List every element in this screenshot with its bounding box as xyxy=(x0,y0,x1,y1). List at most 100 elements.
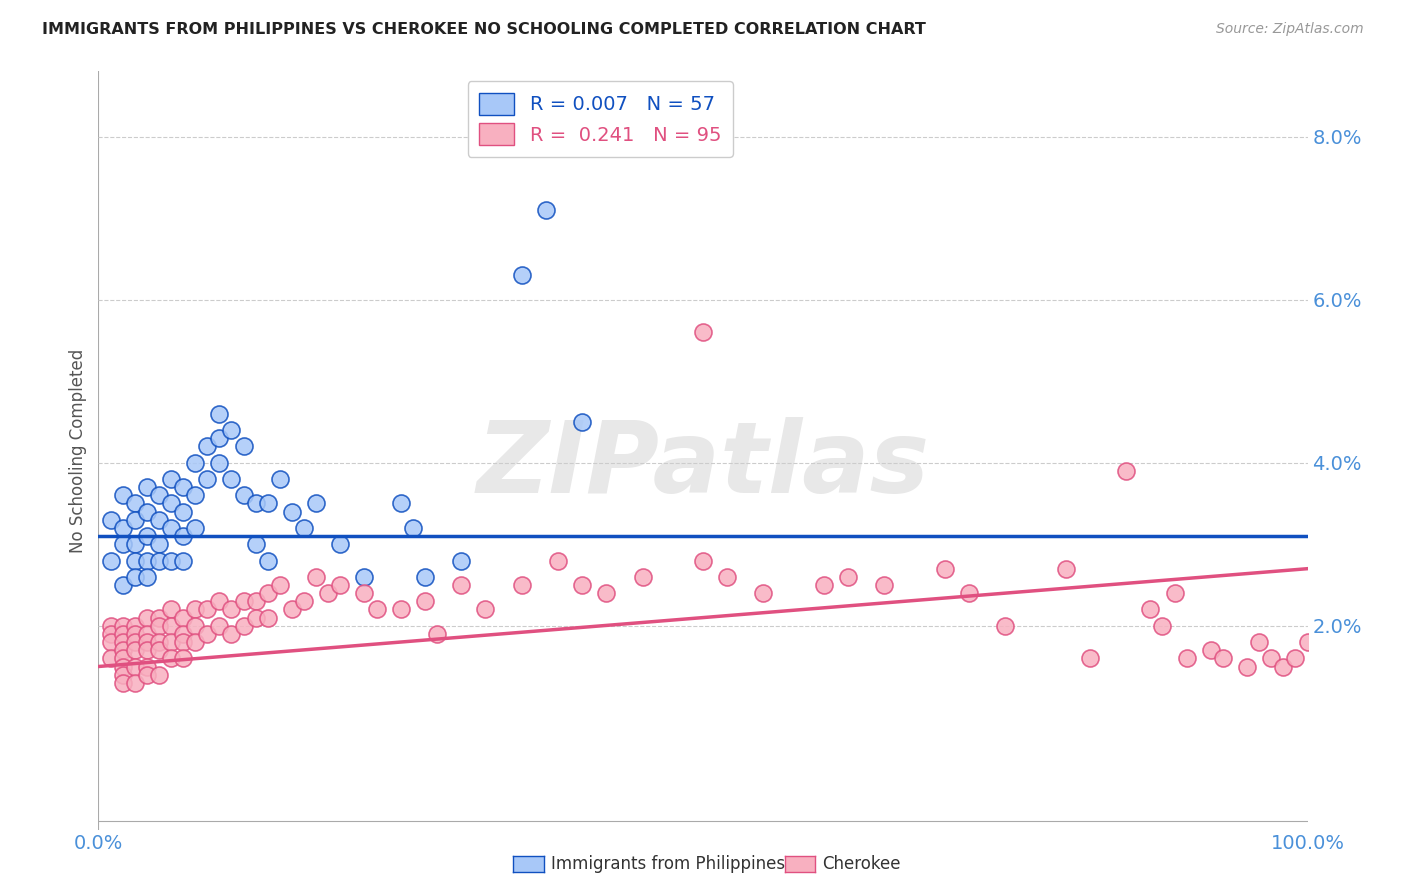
Point xyxy=(232,488,254,502)
Point xyxy=(111,635,134,649)
Point xyxy=(124,619,146,633)
Point xyxy=(1272,659,1295,673)
Point xyxy=(269,472,291,486)
Point xyxy=(474,602,496,616)
Point xyxy=(148,667,170,681)
Point xyxy=(450,553,472,567)
Point xyxy=(135,505,157,519)
Point xyxy=(124,570,146,584)
Point xyxy=(100,635,122,649)
Point xyxy=(148,553,170,567)
Point xyxy=(148,619,170,633)
Point xyxy=(160,496,183,510)
Point xyxy=(208,431,231,445)
Point xyxy=(221,423,243,437)
Point xyxy=(994,619,1017,633)
Point xyxy=(195,627,218,641)
Point xyxy=(111,521,134,535)
Point xyxy=(148,537,170,551)
Point xyxy=(208,456,231,470)
Y-axis label: No Schooling Completed: No Schooling Completed xyxy=(69,349,87,552)
Point xyxy=(353,570,375,584)
Point xyxy=(135,635,157,649)
Point xyxy=(135,529,157,543)
Point xyxy=(353,586,375,600)
Point xyxy=(245,496,267,510)
Point xyxy=(256,553,278,567)
Point xyxy=(232,619,254,633)
Point xyxy=(124,537,146,551)
Point xyxy=(184,619,207,633)
Point xyxy=(256,610,278,624)
Point xyxy=(148,643,170,657)
Point xyxy=(208,407,231,421)
Point xyxy=(1236,659,1258,673)
Point xyxy=(135,553,157,567)
Point xyxy=(571,415,593,429)
Point xyxy=(124,553,146,567)
Point xyxy=(305,496,328,510)
Point xyxy=(221,602,243,616)
Point xyxy=(135,480,157,494)
Point xyxy=(160,521,183,535)
Point xyxy=(1199,643,1222,657)
Point xyxy=(172,529,194,543)
Point xyxy=(111,578,134,592)
Point xyxy=(256,586,278,600)
Point xyxy=(111,667,134,681)
Point xyxy=(184,521,207,535)
Point xyxy=(111,488,134,502)
Point xyxy=(281,505,304,519)
Point xyxy=(195,472,218,486)
Point xyxy=(135,659,157,673)
Point xyxy=(269,578,291,592)
Point xyxy=(172,610,194,624)
Point xyxy=(1212,651,1234,665)
Point xyxy=(100,651,122,665)
Point xyxy=(124,635,146,649)
Point xyxy=(172,635,194,649)
Point xyxy=(571,578,593,592)
Text: ZIPatlas: ZIPatlas xyxy=(477,417,929,514)
Point xyxy=(135,610,157,624)
Point xyxy=(245,537,267,551)
Point xyxy=(1152,619,1174,633)
Point xyxy=(1260,651,1282,665)
Point xyxy=(208,619,231,633)
Point xyxy=(184,602,207,616)
Point xyxy=(195,439,218,453)
Point xyxy=(208,594,231,608)
Point xyxy=(692,325,714,339)
Point xyxy=(813,578,835,592)
Point xyxy=(329,578,352,592)
Point xyxy=(510,578,533,592)
Point xyxy=(100,553,122,567)
Point xyxy=(111,643,134,657)
Point xyxy=(1054,562,1077,576)
Point xyxy=(148,635,170,649)
Point xyxy=(873,578,896,592)
Point xyxy=(184,635,207,649)
Point xyxy=(111,537,134,551)
Point xyxy=(837,570,859,584)
Point xyxy=(1249,635,1271,649)
Point xyxy=(316,586,339,600)
Point xyxy=(172,480,194,494)
Point xyxy=(135,570,157,584)
Point xyxy=(124,643,146,657)
Point xyxy=(329,537,352,551)
Point xyxy=(195,602,218,616)
Point xyxy=(172,505,194,519)
Point xyxy=(413,594,436,608)
Point xyxy=(305,570,328,584)
Point xyxy=(184,456,207,470)
Point xyxy=(1078,651,1101,665)
Point xyxy=(692,553,714,567)
Point xyxy=(111,659,134,673)
Point xyxy=(547,553,569,567)
Point xyxy=(160,619,183,633)
Point xyxy=(160,651,183,665)
Point xyxy=(1115,464,1137,478)
Point xyxy=(172,553,194,567)
Point xyxy=(389,496,412,510)
